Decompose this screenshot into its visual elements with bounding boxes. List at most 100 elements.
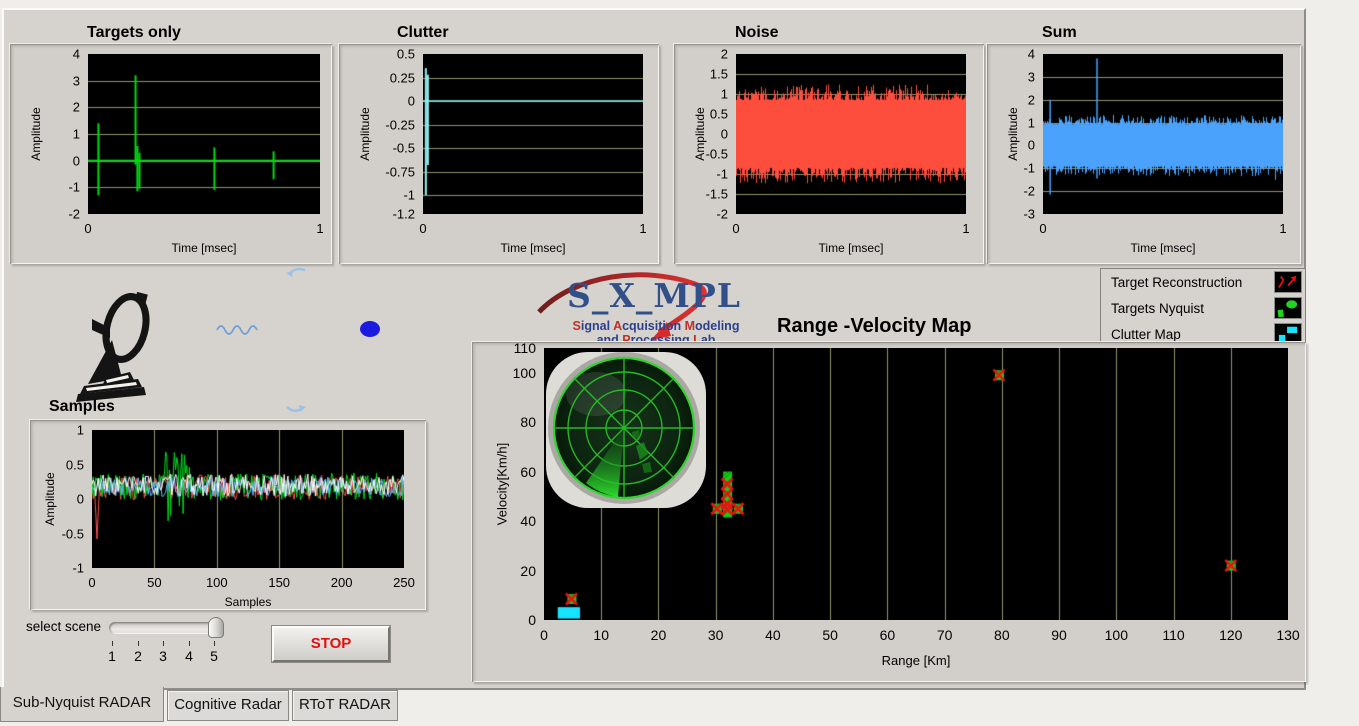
y-tick-label: 1 (720, 86, 728, 102)
y-tick-label: 0 (720, 126, 728, 142)
scene-tick-label: 5 (210, 648, 218, 664)
samples-graph: 1 0.5 0 -0.5 -1 0 50 100 150 200 250 Amplitude Sampl… (30, 420, 426, 610)
y-tick-label: -1.2 (392, 206, 415, 222)
scene-slider-knob[interactable] (208, 617, 224, 638)
x-tick-label: 120 (1219, 627, 1243, 643)
scene-tick-label: 1 (108, 648, 116, 664)
y-tick-label: -0.25 (385, 117, 415, 133)
plot-legend: Target Reconstruction Targets Nyquist Cl… (1100, 268, 1306, 348)
targets-only-graph: 4 3 2 1 0 -1 -2 0 1 Amplitude Time [msec] (10, 44, 332, 264)
x-axis-label: Time [msec] (1130, 241, 1196, 255)
rv-map-title: Range -Velocity Map (777, 315, 972, 337)
y-tick-label: 2 (72, 99, 80, 115)
legend-item-target-reconstruction[interactable]: Target Reconstruction (1101, 269, 1305, 295)
tab-sub-nyquist-radar[interactable]: Sub-Nyquist RADAR (0, 687, 164, 722)
y-tick-label: 2 (720, 46, 728, 62)
y-tick-label: 3 (1027, 69, 1035, 85)
y-tick-label: -1.5 (705, 186, 728, 202)
y-tick-label: 4 (1027, 46, 1035, 62)
noise-graph: 2 1.5 1 0.5 0 -0.5 -1 -1.5 -2 0 1 Amplitude Time [ms… (674, 44, 984, 264)
x-axis-label: Time [msec] (500, 241, 566, 255)
tab-cognitive-radar[interactable]: Cognitive Radar (167, 690, 289, 721)
clutter-title: Clutter (397, 24, 449, 41)
x-tick-label: 0 (419, 221, 427, 236)
scene-tick (214, 641, 215, 646)
y-tick-label: 0.5 (709, 106, 728, 122)
x-tick-label: 70 (936, 627, 953, 643)
scene-tick (163, 641, 164, 646)
x-tick-label: 60 (879, 627, 896, 643)
legend-item-targets-nyquist[interactable]: Targets Nyquist (1101, 295, 1305, 321)
clutter-plot-area (423, 54, 643, 214)
y-axis-label: Amplitude (693, 107, 707, 161)
green-blob-marker-icon (1274, 297, 1302, 319)
legend-label: Target Reconstruction (1111, 274, 1243, 290)
sxmpl-logo: S_X_MPL Signal Acquisition Modeling and … (535, 264, 777, 352)
samples-title: Samples (49, 398, 115, 415)
legend-item-clutter-map[interactable]: Clutter Map (1101, 321, 1305, 347)
y-tick-label: 40 (520, 513, 536, 530)
legend-label: Clutter Map (1111, 326, 1181, 342)
clutter-graph: 0.5 0.25 0 -0.25 -0.5 -0.75 -1 -1.2 0 1 Amplitude T… (339, 44, 659, 264)
scene-tick-label: 3 (159, 648, 167, 664)
sum-title: Sum (1042, 24, 1077, 41)
y-tick-label: 110 (513, 340, 536, 356)
x-tick-label: 1 (639, 221, 647, 236)
y-tick-label: 0.5 (396, 46, 415, 62)
signal-wave-icon (216, 325, 258, 335)
noise-title: Noise (735, 24, 779, 41)
y-tick-label: 1 (1027, 115, 1035, 131)
scene-slider[interactable] (109, 617, 224, 638)
y-axis-label: Amplitude (358, 107, 372, 161)
x-tick-label: 40 (765, 627, 781, 643)
y-tick-label: -1 (716, 166, 728, 182)
logo-title: S_X_MPL (567, 276, 741, 315)
x-tick-label: 90 (1051, 627, 1067, 643)
radar-antenna-icon (76, 292, 150, 402)
x-tick-label: 50 (147, 575, 162, 590)
y-axis-label: Amplitude (43, 472, 57, 526)
y-axis-label: Velocity[Km/h] (494, 442, 510, 526)
y-tick-label: 3 (72, 73, 80, 89)
y-tick-label: 100 (512, 364, 536, 381)
y-tick-label: 80 (520, 414, 536, 431)
stop-button[interactable]: STOP (272, 626, 390, 662)
y-tick-label: -0.75 (385, 164, 415, 180)
scene-tick (138, 641, 139, 646)
x-tick-label: 30 (707, 627, 724, 643)
sum-graph: 4 3 2 1 0 -1 -2 -3 0 1 Amplitude Time [msec] (987, 44, 1301, 264)
target-dot-icon (360, 321, 380, 337)
x-tick-label: 20 (650, 627, 667, 643)
logo-subtitle-1: Signal Acquisition Modeling (572, 319, 740, 333)
x-tick-label: 0 (732, 221, 740, 236)
samples-plot-area (92, 430, 404, 568)
scene-tick (189, 641, 190, 646)
y-tick-label: -1 (72, 560, 84, 576)
red-arrow-marker-icon (1274, 271, 1302, 293)
targets-only-plot-area (88, 54, 320, 214)
y-tick-label: 60 (520, 463, 536, 480)
x-tick-label: 1 (316, 221, 324, 236)
y-tick-label: -2 (68, 206, 80, 222)
y-tick-label: 1.5 (709, 66, 728, 82)
x-tick-label: 250 (393, 575, 415, 590)
legend-label: Targets Nyquist (1111, 300, 1205, 316)
x-tick-label: 0 (1039, 221, 1047, 236)
x-tick-label: 0 (84, 221, 92, 236)
y-tick-label: 0 (528, 612, 536, 628)
y-tick-label: 2 (1027, 92, 1035, 108)
y-tick-label: 0 (1027, 137, 1035, 153)
x-tick-label: 1 (962, 221, 970, 236)
y-tick-label: -3 (1023, 206, 1035, 222)
sum-plot-area (1043, 54, 1283, 214)
y-tick-label: 20 (520, 562, 536, 579)
tab-rtot-radar[interactable]: RToT RADAR (292, 690, 398, 721)
x-tick-label: 100 (1104, 627, 1128, 643)
curved-arrow-up-icon (286, 267, 306, 277)
x-tick-label: 0 (88, 575, 96, 590)
x-tick-label: 200 (330, 575, 353, 590)
x-axis-label: Samples (224, 595, 272, 609)
tab-page-sub-nyquist: Targets only Clutter Noise Sum 4 3 2 1 0 -1 -2… (2, 8, 1306, 690)
x-tick-label: 110 (1162, 627, 1185, 643)
